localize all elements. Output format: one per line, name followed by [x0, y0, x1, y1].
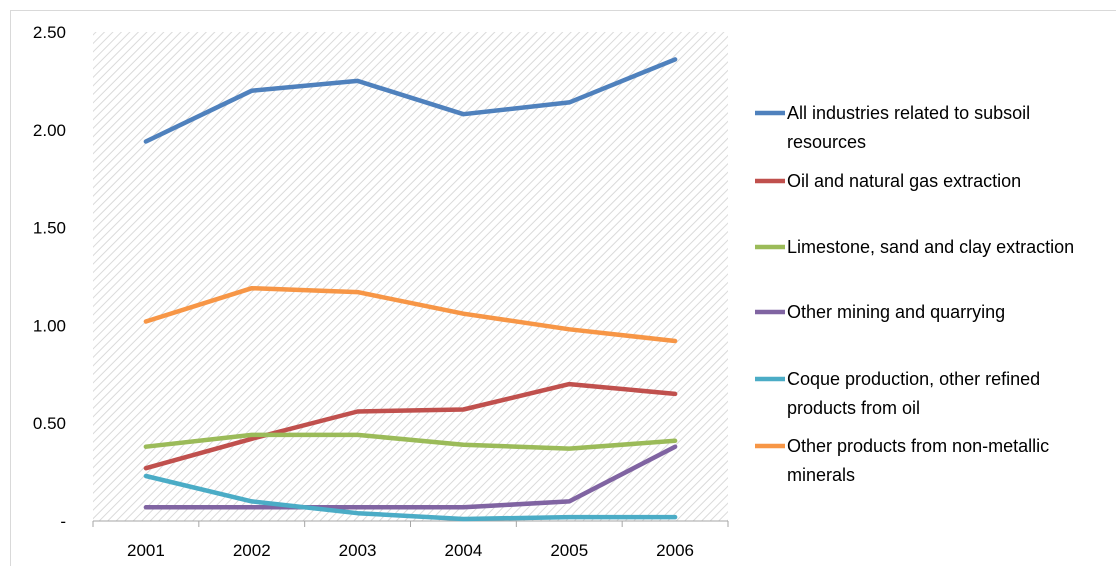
x-tick-label: 2002: [233, 541, 271, 560]
series-line-2: [143, 381, 678, 471]
legend-label: Other mining and quarrying: [787, 302, 1005, 322]
series-line-3: [143, 432, 678, 451]
series-line-6: [143, 285, 678, 344]
x-tick-label: 2001: [127, 541, 165, 560]
x-tick-label: 2003: [339, 541, 377, 560]
y-tick-label: 0.50: [33, 414, 66, 433]
series-line-4: [143, 444, 678, 510]
x-tick-label: 2004: [445, 541, 483, 560]
legend-label: products from oil: [787, 398, 920, 418]
y-axis-tick-labels: - 0.50 1.00 1.50 2.00 2.50: [33, 23, 66, 531]
y-tick-label: 1.50: [33, 219, 66, 238]
y-tick-label: -: [60, 512, 66, 531]
chart-frame: [10, 10, 1116, 566]
y-tick-label: 2.00: [33, 121, 66, 140]
series-line-1: [143, 57, 678, 144]
x-axis-tick-labels: 2001 2002 2003 2004 2005 2006: [127, 541, 694, 560]
legend: All industries related to subsoil resourc…: [755, 103, 1074, 485]
series-line-5: [143, 473, 678, 522]
x-tick-label: 2006: [656, 541, 694, 560]
legend-label: Oil and natural gas extraction: [787, 171, 1021, 191]
legend-label: minerals: [787, 465, 855, 485]
legend-label: Coque production, other refined: [787, 369, 1040, 389]
y-tick-label: 1.00: [33, 316, 66, 335]
legend-label: All industries related to subsoil: [787, 103, 1030, 123]
legend-label: Other products from non-metallic: [787, 436, 1049, 456]
plot-area: [93, 32, 728, 521]
series-lines: [143, 57, 678, 522]
y-tick-label: 2.50: [33, 23, 66, 42]
legend-label: Limestone, sand and clay extraction: [787, 237, 1074, 257]
x-tick-label: 2005: [550, 541, 588, 560]
legend-label: resources: [787, 132, 866, 152]
x-axis-tick-marks: [92, 521, 729, 527]
